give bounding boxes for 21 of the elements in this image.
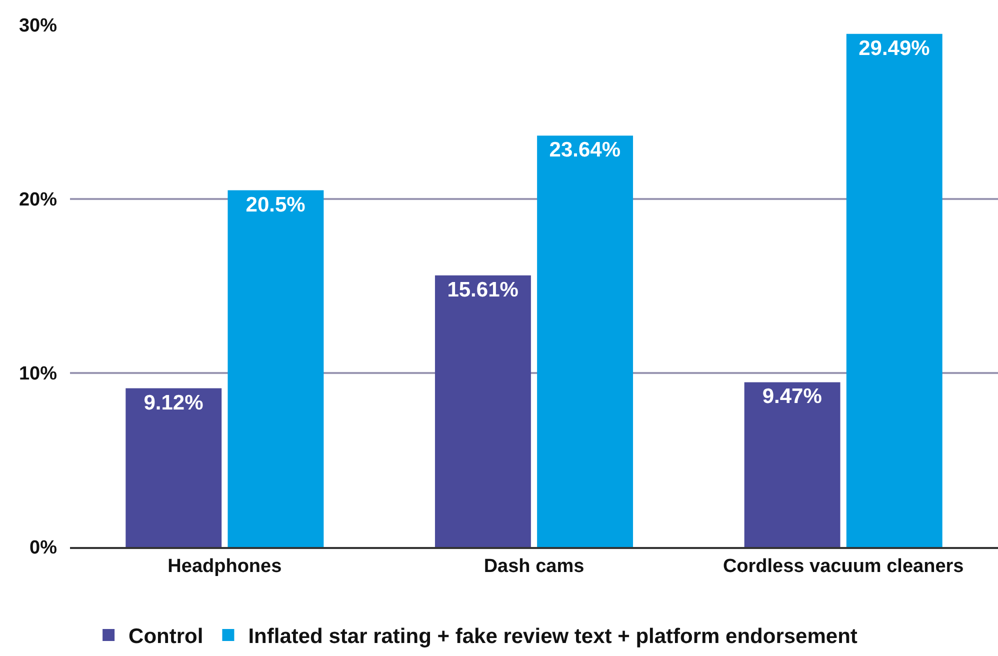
data-label: 20.5% — [246, 193, 306, 216]
bar — [126, 388, 222, 547]
y-tick-label: 30% — [18, 16, 58, 37]
data-label: 9.47% — [762, 385, 822, 408]
data-label: 9.12% — [144, 391, 204, 414]
bar — [537, 136, 634, 547]
data-label: 15.61% — [447, 278, 519, 302]
legend-label: Control — [128, 625, 204, 648]
y-tick-label: 10% — [18, 364, 58, 385]
legend-label: Inflated star rating + fake review text + platform endorsement — [248, 625, 858, 648]
x-tick-label: Headphones — [168, 556, 282, 577]
x-tick-label: Dash cams — [484, 556, 584, 577]
y-tick-label: 20% — [18, 190, 58, 211]
bar — [846, 34, 942, 547]
x-tick-label: Cordless vacuum cleaners — [722, 556, 964, 577]
y-tick-label: 0% — [30, 538, 58, 559]
data-label: 29.49% — [858, 36, 930, 60]
bar — [434, 275, 531, 547]
bar — [744, 382, 840, 547]
bar — [228, 190, 324, 547]
data-label: 23.64% — [549, 138, 621, 162]
